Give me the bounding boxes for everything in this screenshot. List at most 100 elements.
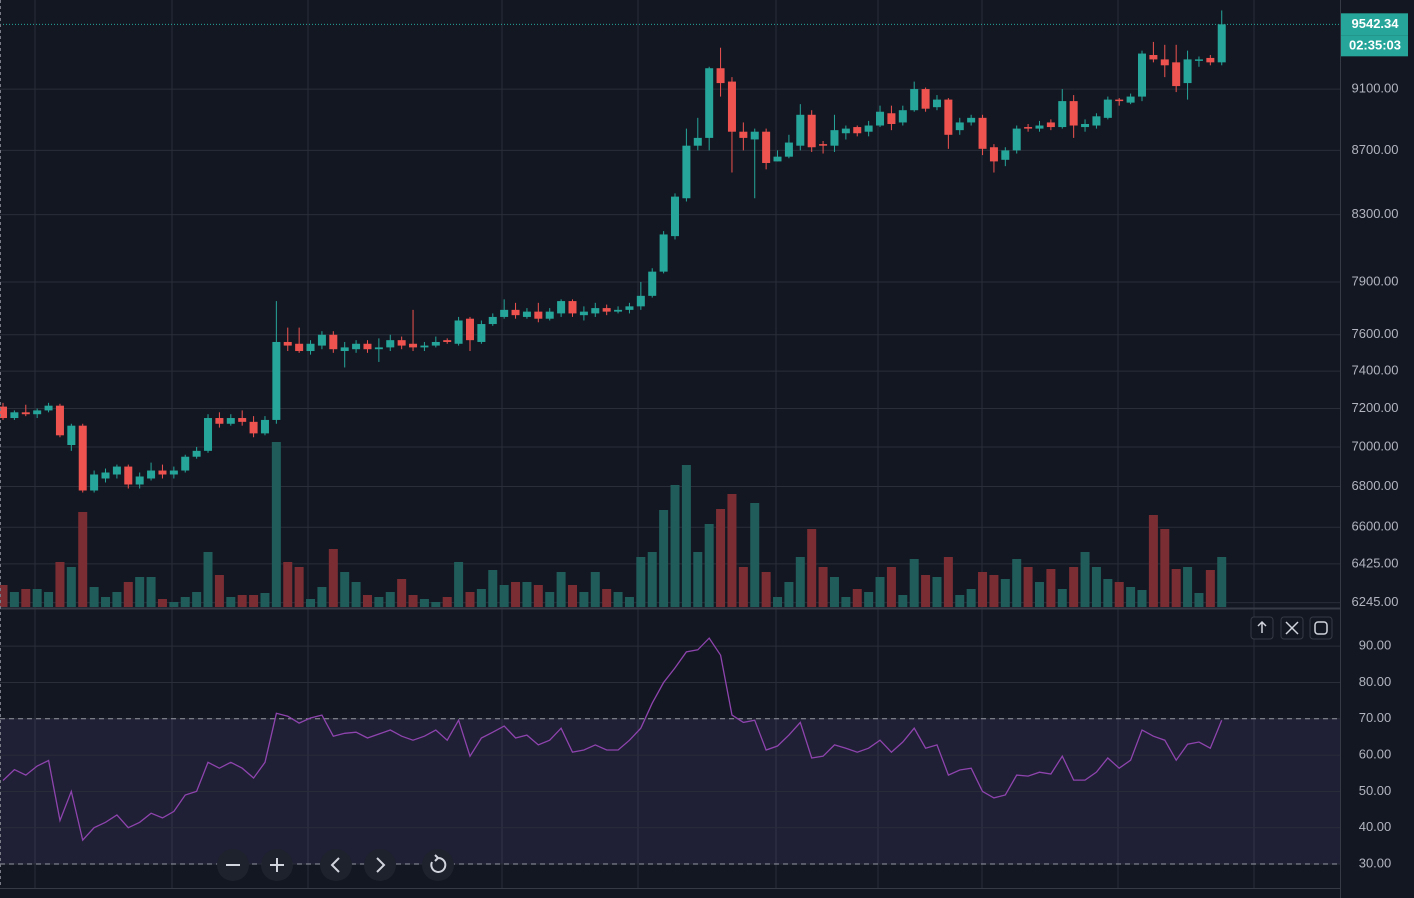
volume-bar — [1000, 579, 1010, 607]
candle-body — [853, 127, 862, 134]
scroll-left-button[interactable] — [320, 849, 352, 881]
candle-body — [317, 334, 326, 346]
candle-body — [329, 334, 338, 350]
y-tick-label: 7600.00 — [1352, 326, 1399, 341]
volume-bar — [442, 597, 452, 607]
candle-body — [260, 419, 269, 434]
reset-button[interactable] — [422, 849, 454, 881]
candle-body — [1046, 122, 1055, 128]
candle-body — [215, 418, 224, 424]
time-grid — [34, 0, 1255, 888]
volume-bar — [169, 602, 179, 607]
volume-bar — [955, 595, 965, 607]
last-price-label: 9542.34 — [1352, 16, 1400, 31]
candle-body — [819, 144, 828, 146]
volume-bar — [0, 585, 8, 607]
volume-bar — [340, 572, 350, 607]
pane-buttons[interactable] — [1250, 616, 1333, 640]
y-tick-label: 30.00 — [1359, 855, 1392, 870]
y-tick-label: 9100.00 — [1352, 81, 1399, 96]
volume-bar — [488, 570, 498, 607]
candle-body — [716, 68, 725, 84]
candle-body — [750, 131, 759, 140]
volume-bar — [192, 592, 202, 607]
volume-bar — [123, 582, 133, 607]
maximize-button[interactable] — [1309, 616, 1333, 640]
y-tick-label: 8300.00 — [1352, 206, 1399, 221]
volume-bar — [397, 579, 407, 607]
volume-bar — [1205, 570, 1215, 607]
candle-body — [135, 476, 144, 485]
volume-bar — [624, 597, 634, 607]
candle-body — [807, 114, 816, 148]
candle-body — [534, 311, 543, 319]
volume-bar — [795, 557, 805, 607]
candle-body — [967, 117, 976, 123]
candle-body — [124, 466, 133, 485]
candle-body — [397, 340, 406, 346]
icon — [1314, 621, 1328, 635]
candle-body — [1149, 55, 1158, 60]
volume-bar — [841, 597, 851, 607]
candle-body — [1172, 62, 1181, 87]
volume-bar — [260, 593, 270, 607]
volume-bar — [989, 575, 999, 607]
volume-bar — [66, 567, 76, 607]
candle-body — [443, 340, 452, 342]
icon — [430, 854, 447, 873]
candle-body — [192, 450, 201, 457]
y-tick-label: 6600.00 — [1352, 519, 1399, 534]
candle-body — [796, 114, 805, 146]
candle-body — [887, 113, 896, 124]
volume-bar — [590, 572, 600, 607]
volume-bar — [1171, 569, 1181, 607]
candle-body — [579, 311, 588, 316]
candle-body — [101, 472, 110, 479]
volume-bar — [351, 582, 361, 607]
candle-body — [420, 345, 429, 348]
candle-body — [659, 234, 668, 272]
volume-bar — [738, 567, 748, 607]
volume-bar — [1160, 529, 1170, 607]
volume-bar — [226, 597, 236, 607]
volume-bar — [784, 582, 794, 607]
candle-body — [648, 271, 657, 296]
candle-body — [898, 110, 907, 123]
volume-bar — [1091, 567, 1101, 607]
candle-body — [1035, 125, 1044, 129]
volume-bar — [294, 567, 304, 607]
candle-body — [944, 99, 953, 135]
volume-bar — [180, 597, 190, 607]
volume-bar — [909, 559, 919, 607]
volume-bar — [852, 589, 862, 607]
volume-bar — [898, 595, 908, 607]
volume-bar — [237, 595, 247, 607]
volume-bar — [78, 512, 88, 607]
icon — [270, 858, 284, 872]
candle-body — [283, 341, 292, 346]
candle-body — [841, 128, 850, 134]
y-tick-label: 7400.00 — [1352, 363, 1399, 378]
candle-body — [671, 196, 680, 237]
candle-body — [1217, 24, 1226, 63]
volume-bar — [533, 585, 543, 607]
candle-body — [727, 81, 736, 132]
candle-body — [78, 425, 87, 491]
candle-body — [55, 405, 64, 436]
volume-bar — [476, 589, 486, 607]
volume-bar — [716, 509, 726, 607]
candle-body — [1126, 96, 1135, 103]
volume-bar — [1069, 567, 1079, 607]
candle-body — [682, 145, 691, 199]
volume-bar — [271, 442, 281, 607]
candle-body — [989, 147, 998, 162]
candle-body — [591, 308, 600, 314]
candle-body — [306, 343, 315, 352]
y-tick-label: 8700.00 — [1352, 142, 1399, 157]
volume-bar — [818, 567, 828, 607]
volume-bar — [932, 577, 942, 607]
volume-bar — [545, 592, 555, 607]
scroll-right-button[interactable] — [364, 849, 396, 881]
volume-bar — [214, 575, 224, 607]
